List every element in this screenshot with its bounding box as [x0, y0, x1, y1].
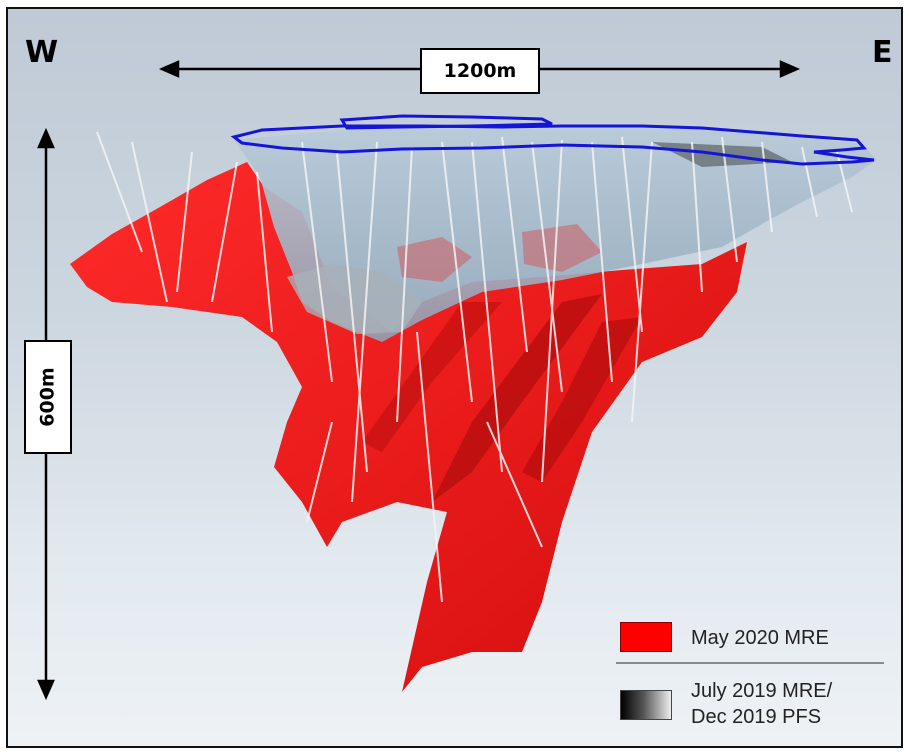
drillhole [336, 151, 368, 473]
drillhole [256, 171, 273, 333]
depth-arrowhead-top [37, 127, 55, 149]
depth-arrowhead-bottom [37, 679, 55, 701]
drillhole [801, 146, 818, 218]
drillhole [761, 141, 773, 233]
drillholes [96, 131, 853, 603]
width-scale-text: 1200m [443, 60, 517, 82]
width-arrowhead-right [779, 60, 801, 78]
drillhole [301, 141, 333, 383]
pit-shell-red-patch-1 [397, 237, 472, 282]
drillhole [691, 141, 703, 293]
drillhole [591, 141, 613, 383]
east-label: E [872, 35, 893, 70]
drillhole [721, 136, 738, 263]
drillhole [501, 136, 528, 353]
pit-shell-grey-patch [287, 264, 422, 334]
drillhole [531, 141, 563, 393]
drillhole [541, 139, 563, 483]
legend: May 2020 MRE July 2019 MRE/ Dec 2019 PFS [616, 616, 892, 742]
pit-shell-red-patch-2 [522, 224, 602, 272]
pit-shell-2019 [234, 126, 877, 342]
drillhole [621, 136, 643, 333]
width-arrowhead-left [158, 60, 180, 78]
orebody-dark-band-2 [522, 317, 642, 482]
drillhole [131, 141, 168, 303]
pit-outline-upper [339, 114, 553, 130]
west-label: W [25, 35, 59, 70]
drillhole [351, 141, 378, 503]
orebody-dark-band-1 [432, 294, 602, 502]
width-scale-label: 1200m [420, 48, 540, 94]
legend-swatch-may-2020 [620, 622, 672, 652]
orebody-3d-view [70, 114, 877, 692]
legend-label-may-2020: May 2020 MRE [691, 627, 829, 649]
drillhole [471, 141, 503, 473]
legend-swatch-july-2019 [620, 690, 672, 720]
drillhole [486, 421, 543, 548]
depth-scale-text: 600m [37, 367, 59, 427]
legend-label-july-2019: July 2019 MRE/ Dec 2019 PFS [691, 680, 833, 728]
pit-outline [230, 114, 875, 166]
drillhole [306, 421, 333, 523]
drillhole [396, 146, 413, 423]
orebody-west-lobe [70, 162, 747, 692]
figure-frame: W E 1200m 600m May 2020 MRE July 2019 MR… [6, 7, 903, 748]
drillhole [416, 331, 443, 603]
legend-divider [616, 662, 884, 664]
drillhole [176, 151, 193, 293]
drillhole [96, 131, 143, 253]
depth-scale-label: 600m [24, 340, 72, 454]
drillhole [441, 141, 473, 403]
drillhole [631, 141, 653, 423]
drillhole [211, 161, 238, 303]
